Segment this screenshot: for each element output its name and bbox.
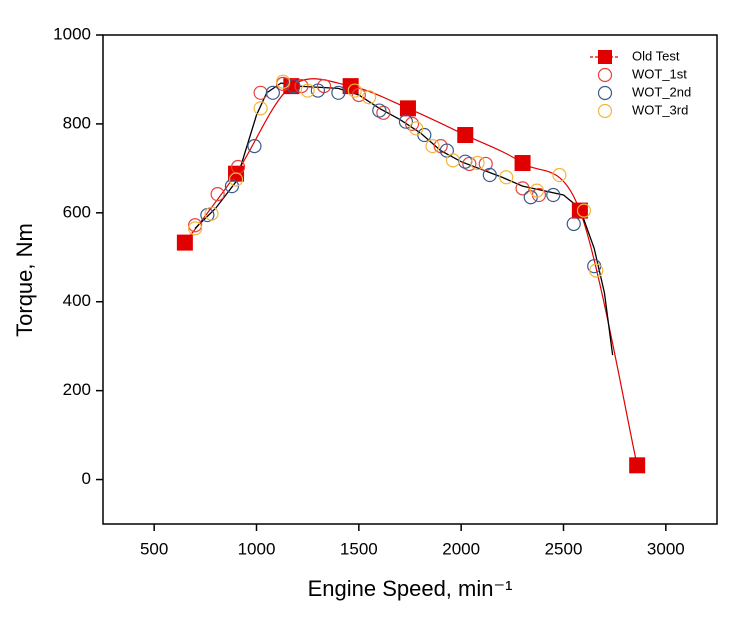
- x-tick-label: 2500: [545, 539, 583, 558]
- circle-marker: [546, 187, 561, 203]
- circle-marker: [470, 155, 485, 171]
- circle-marker: [552, 167, 567, 183]
- circle-marker: [188, 221, 203, 236]
- circle-marker: [253, 101, 268, 116]
- square-marker: [514, 155, 531, 172]
- legend-label: WOT_1st: [632, 66, 687, 81]
- square-marker: [457, 127, 474, 144]
- circle-marker: [265, 85, 280, 100]
- square-marker: [571, 202, 588, 219]
- circle-marker: [576, 203, 592, 218]
- square-marker: [399, 100, 416, 117]
- legend-marker: [598, 50, 612, 64]
- y-tick-label: 400: [63, 291, 91, 310]
- x-tick-label: 2000: [442, 539, 480, 558]
- circle-marker: [417, 127, 432, 143]
- circle-marker: [372, 103, 387, 118]
- circle-marker: [331, 85, 346, 100]
- circle-marker: [589, 263, 604, 278]
- circle-marker: [347, 83, 362, 98]
- circle-marker: [566, 216, 581, 232]
- circle-marker: [515, 181, 530, 196]
- circle-marker: [204, 206, 219, 221]
- square-marker: [629, 457, 646, 474]
- legend-label: WOT_3rd: [632, 102, 688, 117]
- circle-marker: [253, 85, 268, 100]
- x-tick-label: 1500: [340, 539, 378, 558]
- circle-marker: [188, 218, 203, 233]
- plot-frame: [102, 34, 718, 525]
- circle-marker: [361, 90, 377, 105]
- circle-marker: [425, 139, 440, 154]
- series-line: [184, 78, 638, 466]
- circle-marker: [351, 87, 366, 103]
- circle-marker: [228, 172, 244, 187]
- circle-marker: [445, 153, 461, 168]
- y-axis-title: Torque, Nm: [12, 223, 37, 337]
- square-marker: [176, 234, 193, 251]
- series-line: [194, 82, 614, 356]
- circle-marker: [404, 116, 420, 132]
- y-tick-label: 0: [82, 469, 91, 488]
- legend-label: WOT_2nd: [632, 84, 691, 99]
- circle-marker: [482, 167, 497, 183]
- legend-marker: [597, 67, 613, 83]
- square-marker: [283, 78, 300, 95]
- circle-marker: [286, 79, 301, 94]
- y-tick-label: 800: [63, 113, 91, 132]
- circle-marker: [398, 114, 414, 129]
- legend-label: Old Test: [632, 48, 680, 63]
- circle-marker: [276, 74, 291, 89]
- circle-marker: [247, 139, 262, 154]
- x-tick-label: 3000: [647, 539, 685, 558]
- y-tick-label: 200: [63, 380, 91, 399]
- legend-marker: [597, 85, 613, 101]
- circle-marker: [529, 183, 544, 198]
- circle-marker: [409, 121, 424, 136]
- y-tick-label: 600: [63, 202, 91, 221]
- circle-marker: [300, 83, 315, 98]
- circle-marker: [210, 187, 225, 202]
- x-tick-label: 500: [140, 539, 168, 558]
- legend-marker: [597, 103, 613, 119]
- circle-marker: [499, 170, 514, 185]
- x-tick-label: 1000: [238, 539, 276, 558]
- x-axis-title: Engine Speed, min⁻¹: [308, 576, 513, 601]
- circle-marker: [310, 83, 325, 98]
- y-tick-label: 1000: [53, 24, 91, 43]
